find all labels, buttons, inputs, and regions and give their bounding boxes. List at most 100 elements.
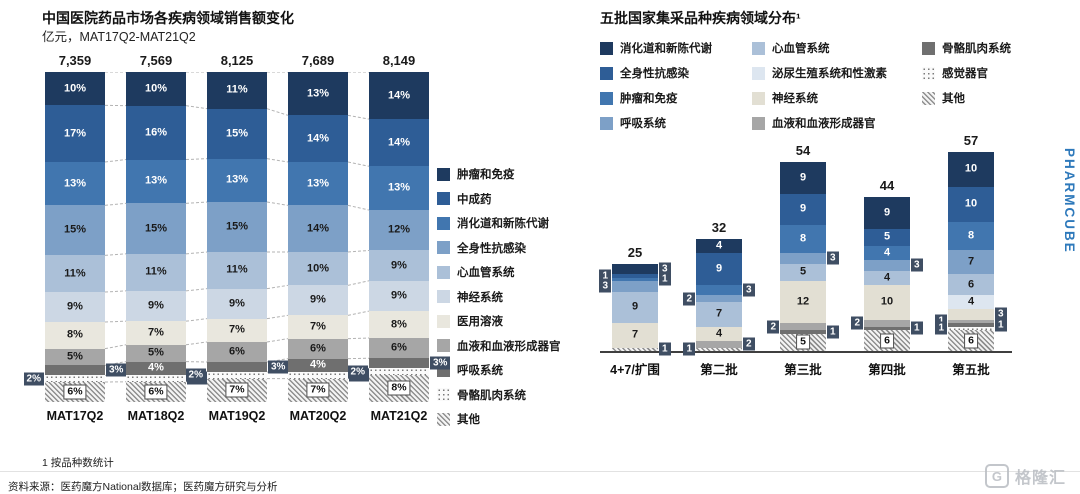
bar-segment: 11% <box>126 253 186 291</box>
segment-label: 3 <box>911 258 923 272</box>
segment-label: 10 <box>880 295 894 308</box>
segment-label: 6% <box>229 345 245 358</box>
segment-label: 1 <box>599 269 611 283</box>
segment-label: 13% <box>144 174 168 187</box>
bar-segment: 10 <box>864 284 910 320</box>
segment-label: 6 <box>964 333 978 348</box>
bar-segment: 6% <box>369 337 429 359</box>
bar-total: 54 <box>795 143 811 158</box>
legend-swatch <box>752 91 765 105</box>
x-axis-label: MAT20Q2 <box>289 409 347 423</box>
legend-item: 全身性抗感染 <box>437 240 561 256</box>
legend-item-label: 消化道和新陈代谢 <box>457 218 549 230</box>
segment-label: 7 <box>715 307 723 320</box>
bar-segment: 17% <box>45 105 105 162</box>
bar-segment: 7% <box>288 315 348 339</box>
segment-label: 11% <box>145 265 167 278</box>
segment-label: 10 <box>964 162 978 175</box>
segment-label: 9 <box>799 202 807 215</box>
segment-label: 5 <box>883 230 891 243</box>
segment-label: 3 <box>743 283 755 297</box>
segment-label: 1 <box>659 272 671 286</box>
bar-segment: 10% <box>45 72 105 106</box>
bar-segment: 4 <box>948 295 994 309</box>
pharmcube-watermark: PHARMCUBE <box>1062 148 1077 254</box>
segment-label: 8 <box>967 229 975 241</box>
legend-item: 呼吸系统 <box>437 362 561 378</box>
segment-label: 3% <box>268 360 289 374</box>
legend-item-label: 其他 <box>942 93 965 105</box>
segment-label: 1 <box>683 342 695 356</box>
bar-segment: 15% <box>207 108 267 159</box>
segment-label: 3 <box>995 307 1007 321</box>
segment-label: 3% <box>430 356 451 370</box>
bar-segment: 8 <box>780 225 826 253</box>
bar-segment: 6% <box>45 381 105 402</box>
segment-label: 2 <box>743 337 755 351</box>
bar-segment: 1 <box>599 269 658 283</box>
legend-swatch <box>922 41 935 55</box>
bar-segment: 1 <box>948 318 1007 332</box>
bar-total: 7,689 <box>301 53 335 68</box>
bar-segment: 2 <box>767 320 826 333</box>
segment-label: 3 <box>827 251 839 265</box>
bar-segment: 8% <box>369 311 429 338</box>
segment-label: 5 <box>796 334 810 350</box>
segment-label: 2 <box>767 320 779 333</box>
segment-label: 6 <box>967 278 975 290</box>
legend-swatch <box>600 116 613 130</box>
legend-item-label: 心血管系统 <box>457 267 515 279</box>
bar-stack: 10% 17% 13% 15% 11% 9% 8% 5% 3% 2% 6% <box>23 72 127 402</box>
legend-item-label: 骨骼肌肉系统 <box>457 389 526 402</box>
segment-label: 8 <box>799 232 807 245</box>
legend-item: 血液和血液形成器官 <box>752 115 887 131</box>
bar-segment: 12 <box>780 281 826 323</box>
bar-segment: 3 <box>696 283 755 297</box>
segment-label: 9 <box>631 300 639 313</box>
bar-segment: 5% <box>45 348 105 366</box>
legend-item-label: 骨骼肌肉系统 <box>942 43 1011 55</box>
segment-label: 2 <box>683 292 695 305</box>
bar-segment: 5 <box>780 263 826 281</box>
bar-segment: 9% <box>45 291 105 322</box>
bar-segment: 1 <box>864 321 923 335</box>
bar-segment: 12% <box>369 210 429 251</box>
x-axis-label: 第五批 <box>952 363 990 377</box>
x-axis-label: MAT18Q2 <box>127 409 185 423</box>
bar-segment: 10 <box>948 186 994 222</box>
legend-item: 血液和血液形成器官 <box>437 338 561 354</box>
bar-total: 8,149 <box>382 53 416 68</box>
legend-item: 泌尿生殖系统和性激素 <box>752 65 887 81</box>
legend-item: 心血管系统 <box>437 264 561 280</box>
segment-label: 9 <box>799 171 807 184</box>
bar-segment: 4% <box>126 361 186 375</box>
bar-segment: 9% <box>288 285 348 316</box>
bar-segment: 6 <box>948 274 994 295</box>
bar-segment: 1 <box>780 325 839 339</box>
bar-segment: 3 <box>780 251 839 265</box>
watermark-cube: CUBE <box>1062 207 1077 254</box>
segment-label: 10% <box>63 82 87 95</box>
bar-segment: 1 <box>612 342 671 356</box>
bar-segment: 4% <box>288 358 348 372</box>
segment-label: 15% <box>225 127 249 140</box>
bar-segment: 4 <box>864 270 910 285</box>
segment-label: 3% <box>106 363 127 377</box>
legend-item: 消化道和新陈代谢 <box>600 40 712 56</box>
segment-label: 15% <box>144 222 168 235</box>
gelonghui-logo-text: 格隆汇 <box>1014 470 1066 487</box>
legend-item-label: 血液和血液形成器官 <box>457 340 561 353</box>
legend-item-label: 呼吸系统 <box>620 118 666 130</box>
segment-label: 13% <box>225 173 249 186</box>
legend-item-label: 感觉器官 <box>942 68 988 80</box>
bar-segment: 9% <box>369 250 429 281</box>
legend-swatch <box>922 66 935 80</box>
bar-segment: 13% <box>369 166 429 211</box>
legend-item: 肿瘤和免疫 <box>600 90 712 106</box>
x-axis-label: MAT19Q2 <box>208 409 266 423</box>
bar-segment: 6 <box>864 330 910 351</box>
segment-label: 6% <box>144 384 168 400</box>
segment-label: 15% <box>63 223 87 236</box>
